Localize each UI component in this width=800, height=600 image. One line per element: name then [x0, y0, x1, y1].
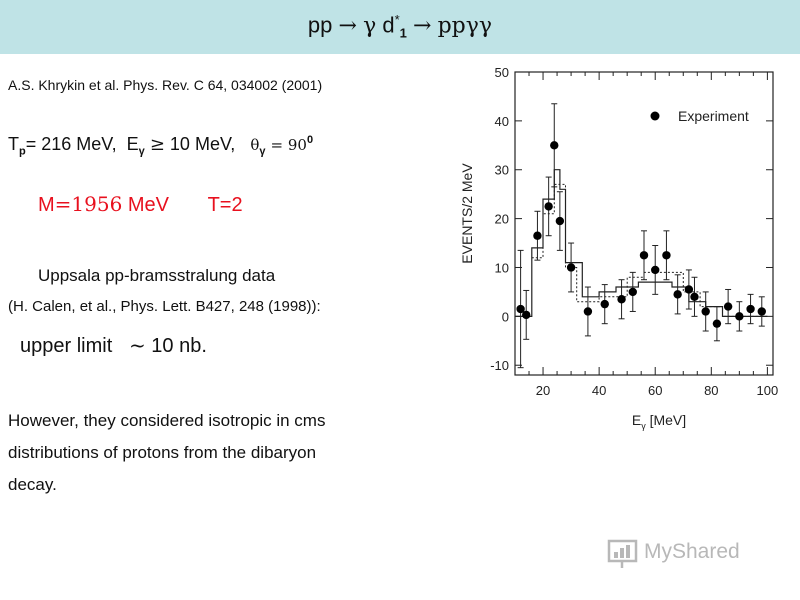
x-tick-label: 80 — [704, 383, 718, 398]
data-point — [600, 299, 609, 309]
eg-sym: ≥ — [149, 134, 165, 155]
title-pp: pp — [307, 12, 333, 38]
theta-sym: θ — [250, 136, 260, 154]
spectrum-plot: -10 0 10 20 30 40 50 20 40 60 80 100 Experiment EVENT… — [459, 65, 779, 431]
logo-text: MyShared — [644, 540, 740, 563]
data-point — [701, 307, 710, 316]
isospin: T=2 — [207, 194, 243, 216]
kinematics-line: Tp= 216 MeV, Eγ ≥ 10 MeV, θγ = 900 — [8, 134, 313, 158]
mass-eq: =1956 — [54, 192, 123, 216]
y-tick-label: 10 — [495, 260, 509, 275]
data-point — [662, 251, 671, 260]
x-tick-label: 60 — [648, 383, 662, 398]
y-tick-label: -10 — [490, 358, 509, 373]
theta-sup: 0 — [306, 134, 314, 146]
y-tick-label: 30 — [495, 163, 509, 178]
x-axis-label: Eγ [MeV] — [632, 412, 686, 431]
upper-limit-line: upper limit ~ 10 nb. — [20, 333, 207, 358]
eg-sub: γ — [138, 145, 145, 158]
reference-citation: A.S. Khrykin et al. Phys. Rev. C 64, 034… — [8, 77, 323, 93]
dashed-histogram — [531, 183, 768, 317]
y-tick-label: 50 — [495, 65, 509, 80]
data-point — [628, 287, 637, 297]
data-point — [544, 202, 553, 211]
data-point — [555, 216, 565, 226]
data-point — [712, 319, 722, 328]
plot-frame — [514, 71, 774, 376]
tp-value: = 216 MeV, — [25, 134, 117, 154]
myshared-logo: MyShared — [606, 536, 766, 572]
presentation-icon — [607, 539, 638, 568]
x-tick-label: 100 — [757, 383, 779, 398]
data-point — [735, 312, 744, 321]
x-axis-label-main: E — [632, 412, 641, 428]
x-axis-label-sub: γ — [641, 421, 646, 431]
eg-value: 10 MeV, — [169, 134, 236, 154]
title-sub: 1 — [399, 25, 407, 41]
data-point — [522, 310, 531, 320]
data-point — [723, 302, 733, 311]
eg-label: E — [126, 134, 139, 154]
data-point — [690, 292, 699, 302]
y-tick-label: 40 — [495, 114, 509, 129]
data-point — [516, 304, 525, 314]
theta-eq: = 90 — [270, 136, 307, 154]
data-point — [550, 141, 559, 150]
title-star: * — [394, 12, 400, 27]
mass-label: M — [38, 194, 55, 216]
uppsala-line: Uppsala pp-bramsstralung data — [38, 266, 276, 285]
isotropy-paragraph: However, they considered isotropic in cm… — [8, 405, 325, 501]
legend-marker — [650, 111, 660, 121]
data-point — [639, 251, 649, 260]
data-point — [757, 307, 766, 316]
paragraph-line-2: distributions of protons from the dibary… — [8, 443, 317, 462]
data-point — [673, 290, 682, 299]
data-point — [684, 285, 694, 294]
slide-title: pp → γ d*1 → ppγγ — [0, 12, 800, 41]
tp-sub: p — [19, 145, 26, 158]
data-point — [533, 231, 542, 240]
data-point — [583, 307, 593, 316]
y-axis-label: EVENTS/2 MeV — [459, 163, 475, 264]
legend-label: Experiment — [678, 108, 749, 124]
title-bar — [0, 0, 800, 54]
title-d: d — [376, 12, 395, 38]
solid-histogram — [515, 169, 768, 317]
calen-reference: (H. Calen, et al., Phys. Lett. B427, 248… — [8, 298, 321, 315]
x-tick-label: 40 — [592, 383, 606, 398]
title-arrow-1: → — [338, 13, 357, 39]
upper-label: upper limit — [20, 335, 113, 357]
data-point — [746, 304, 755, 314]
upper-sym: ~ — [128, 333, 146, 357]
data-point — [566, 263, 576, 272]
theta-sub: γ — [259, 145, 266, 158]
x-axis-label-unit: [MeV] — [646, 412, 686, 428]
tp-label: T — [8, 134, 19, 154]
y-tick-label: 0 — [502, 309, 509, 324]
title-products: ppγγ — [437, 13, 493, 39]
x-tick-label: 20 — [536, 383, 550, 398]
upper-value: 10 nb. — [151, 335, 207, 357]
y-tick-label: 20 — [495, 212, 509, 227]
title-gamma: γ — [363, 13, 377, 39]
data-point — [651, 265, 660, 275]
data-point — [617, 295, 626, 304]
mass-line: M=1956 MeV T=2 — [38, 192, 243, 217]
paragraph-line-3: decay. — [8, 475, 57, 494]
mass-unit: MeV — [122, 194, 170, 216]
paragraph-line-1: However, they considered isotropic in cm… — [8, 411, 326, 430]
title-arrow-2: → — [413, 13, 432, 39]
